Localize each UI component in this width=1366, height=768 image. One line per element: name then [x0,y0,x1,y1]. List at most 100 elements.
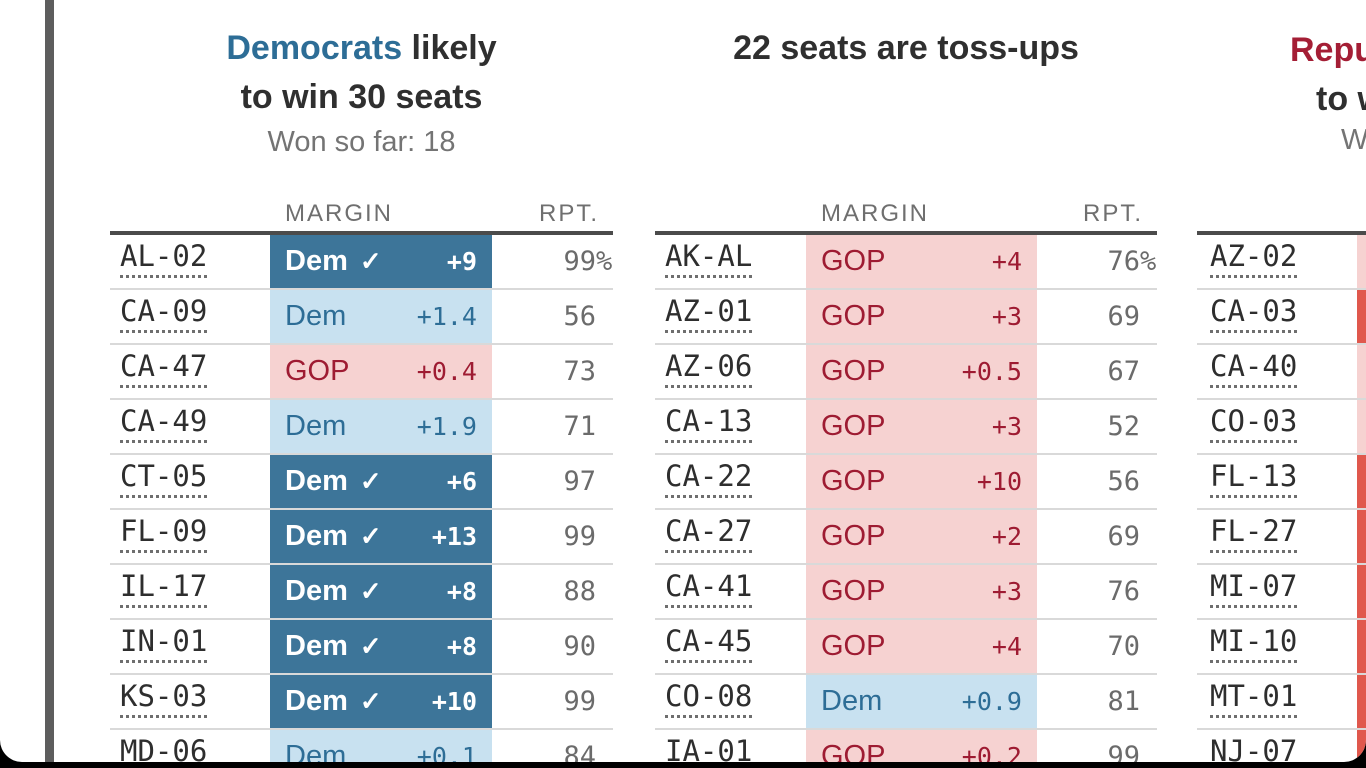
party-label: Dem [285,520,348,552]
rpt-header: RPT. [538,200,599,227]
party-label: Dem [285,575,348,607]
margin-value: +0.1 [416,742,477,762]
district-link[interactable]: CO-08 [665,679,753,718]
district-link[interactable]: IN-01 [120,624,208,663]
district-link[interactable]: FL-27 [1210,514,1298,553]
check-icon: ✓ [359,466,382,496]
reporting-cell: 99% [563,246,613,277]
party-label: GOP [821,355,886,387]
reporting-cell: 88 [563,576,596,607]
margin-cell: Dem ✓ +8 [270,565,492,618]
district-link[interactable]: AZ-02 [1210,239,1298,278]
margin-value: +10 [976,467,1022,496]
dem-title-line2: to win 30 seats [240,78,483,116]
margin-cell [1357,620,1366,673]
district-link[interactable]: FL-13 [1210,459,1298,498]
district-link[interactable]: CA-47 [120,349,208,388]
table-row: CA-41 GOP +3 76 [655,565,1157,620]
district-link[interactable]: AK-AL [665,239,753,278]
table-row: IA-01 GOP +0.2 99 [655,730,1157,762]
check-icon: ✓ [359,521,382,551]
margin-cell [1357,730,1366,762]
district-link[interactable]: IA-01 [665,734,752,762]
district-link[interactable]: MD-06 [120,734,207,762]
margin-cell [1357,565,1366,618]
reporting-cell: 76 [1107,576,1140,607]
district-link[interactable]: NJ-07 [1210,734,1297,762]
reporting-cell: 76% [1107,246,1157,277]
district-link[interactable]: CA-40 [1210,349,1298,388]
district-link[interactable]: MT-01 [1210,679,1298,718]
margin-cell: Dem ✓ +13 [270,510,492,563]
district-link[interactable]: FL-09 [120,514,208,553]
margin-value: +2 [991,522,1022,551]
party-label: Dem [285,465,348,497]
margin-value: +3 [991,412,1022,441]
check-icon: ✓ [359,686,382,716]
district-link[interactable]: CA-49 [120,404,208,443]
table-row: CA-09 Dem +1.4 56 [110,290,613,345]
margin-value: +1.4 [416,302,477,331]
table-row: CT-05 Dem ✓ +6 97 [110,455,613,510]
party-label: GOP [285,355,350,387]
margin-cell [1357,455,1366,508]
dem-column-title: Democrats likely to win 30 seats Won so … [110,24,613,162]
district-link[interactable]: CA-41 [665,569,753,608]
margin-value: +0.4 [416,357,477,386]
dem-title-rest: likely [402,29,497,67]
party-label: GOP [821,245,886,277]
tossup-column-title: 22 seats are toss-ups [733,29,1079,67]
margin-value: +0.9 [961,687,1022,716]
dem-won-so-far: Won so far: 18 [267,126,456,158]
district-link[interactable]: IL-17 [120,569,208,608]
margin-cell: GOP +4 [806,235,1037,288]
party-label: Dem [285,630,348,662]
table-row: AZ-01 GOP +3 69 [655,290,1157,345]
margin-cell [1357,235,1366,288]
party-label: GOP [821,410,886,442]
margin-cell: Dem +0.9 [806,675,1037,728]
district-link[interactable]: AZ-06 [665,349,753,388]
margin-cell [1357,675,1366,728]
district-link[interactable]: AZ-01 [665,294,753,333]
reporting-cell: 56 [563,301,596,332]
margin-value: +3 [991,302,1022,331]
district-link[interactable]: CA-09 [120,294,208,333]
party-label: GOP [821,575,886,607]
party-label: Dem [285,685,348,717]
district-link[interactable]: CA-03 [1210,294,1298,333]
table-row: CA-45 GOP +4 70 [655,620,1157,675]
district-link[interactable]: CO-03 [1210,404,1298,443]
reporting-cell: 81 [1107,686,1140,717]
gop-title-fragment-1: Repu [1290,31,1366,69]
table-row: CO-08 Dem +0.9 81 [655,675,1157,730]
district-link[interactable]: KS-03 [120,679,208,718]
gop-title-fragment-3: W [1341,124,1366,156]
reporting-cell: 69 [1107,521,1140,552]
table-row: MI-10 [1197,620,1366,675]
party-label: Dem [821,685,883,717]
district-link[interactable]: AL-02 [120,239,208,278]
table-row: CA-22 GOP +10 56 [655,455,1157,510]
dem-table: MARGIN RPT. AL-02 Dem ✓ +9 99% CA-09 Dem +1… [110,196,613,762]
margin-cell: GOP +2 [806,510,1037,563]
margin-cell: GOP +10 [806,455,1037,508]
reporting-cell: 71 [563,411,596,442]
district-link[interactable]: CA-27 [665,514,753,553]
margin-value: +9 [446,247,477,276]
reporting-cell: 73 [563,356,596,387]
table-row: CO-03 [1197,400,1366,455]
left-scroll-bar[interactable] [45,0,54,762]
table-row: MT-01 [1197,675,1366,730]
margin-value: +13 [431,522,477,551]
district-link[interactable]: CA-22 [665,459,753,498]
margin-cell: GOP +0.2 [806,730,1037,762]
district-link[interactable]: MI-10 [1210,624,1298,663]
district-link[interactable]: CT-05 [120,459,208,498]
margin-value: +8 [446,632,477,661]
margin-value: +8 [446,577,477,606]
district-link[interactable]: MI-07 [1210,569,1298,608]
district-link[interactable]: CA-45 [665,624,753,663]
district-link[interactable]: CA-13 [665,404,753,443]
party-label: Dem [285,410,347,442]
